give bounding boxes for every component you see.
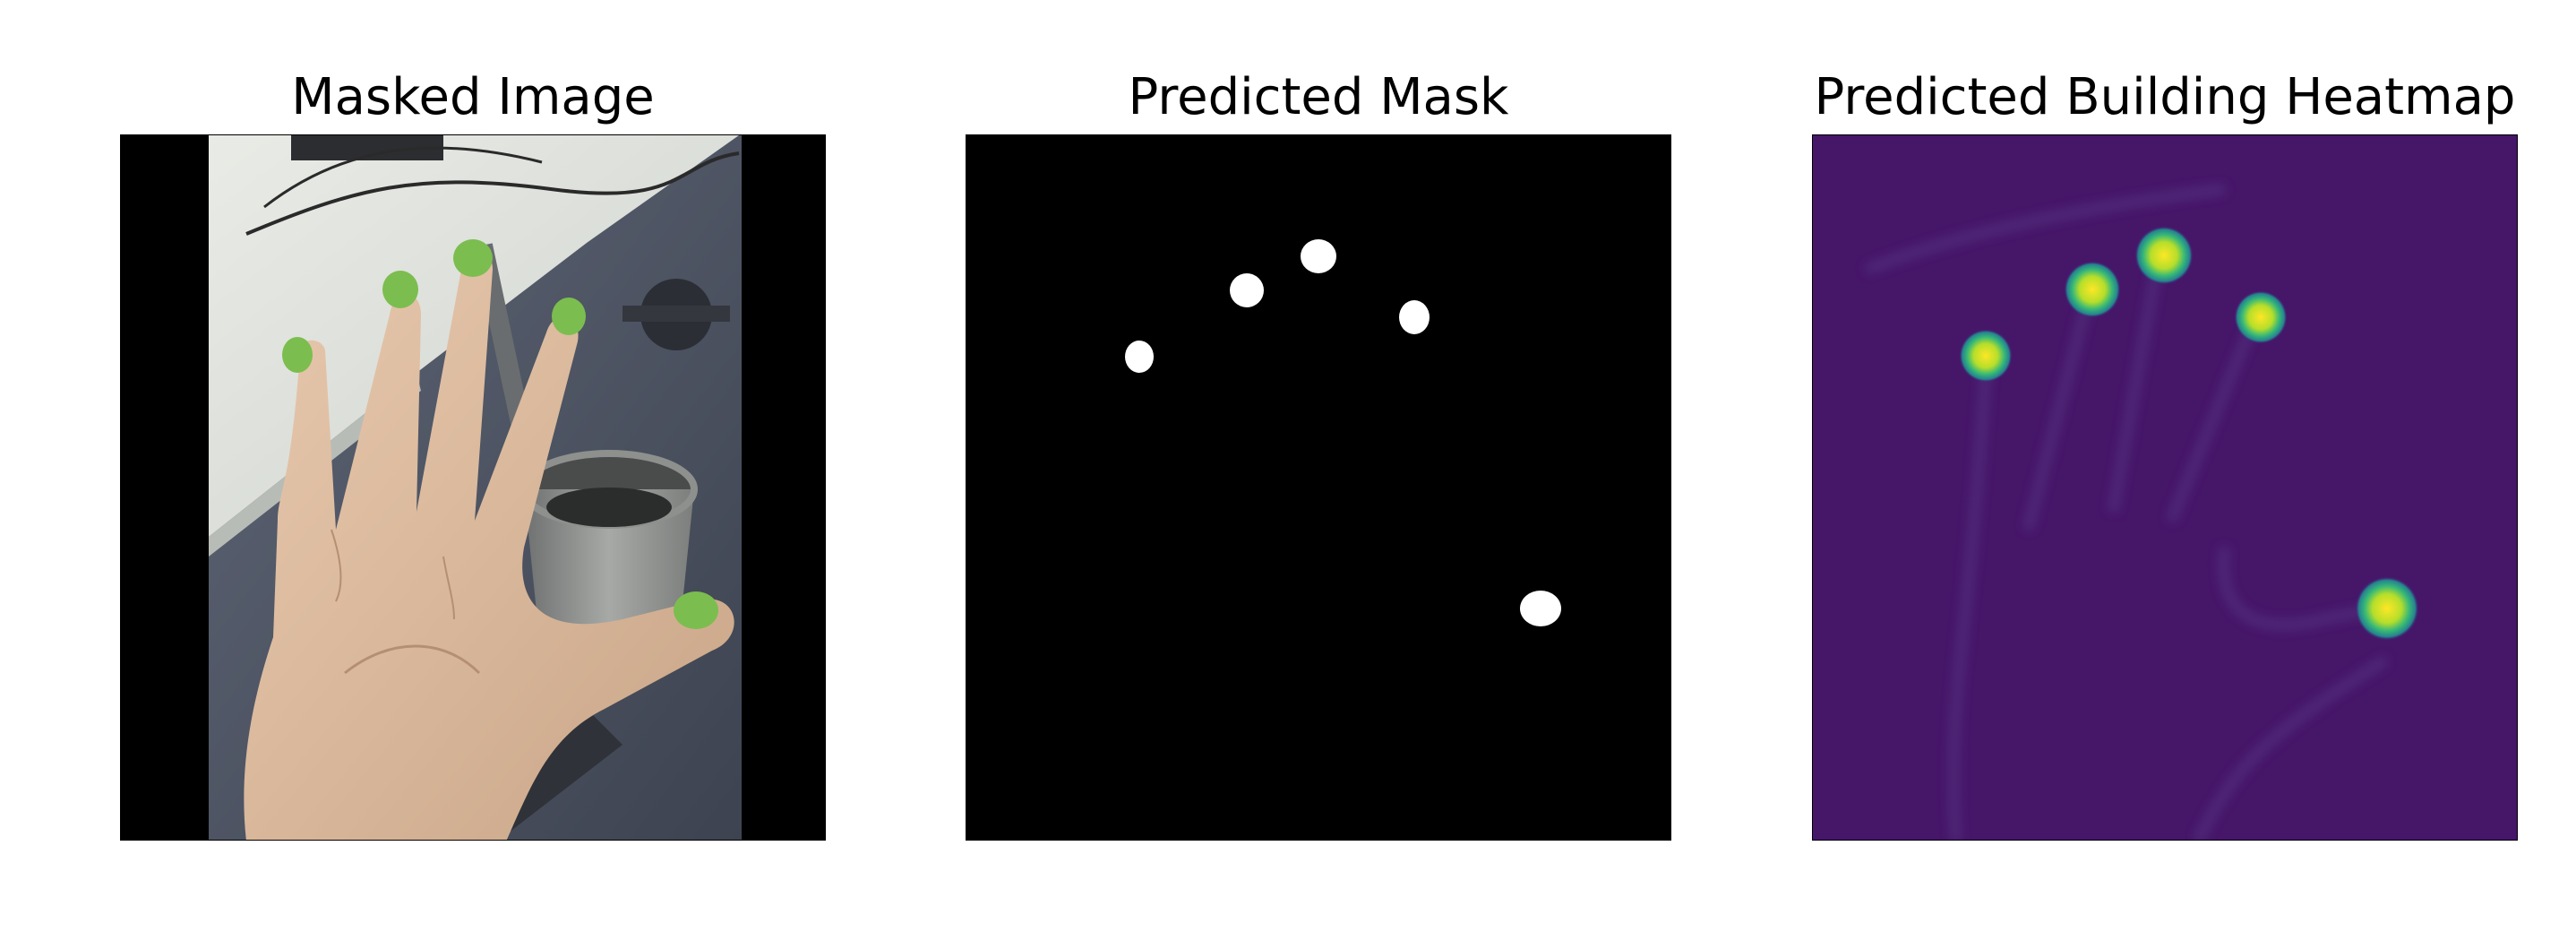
heatmap bbox=[1813, 135, 2517, 840]
hand bbox=[244, 249, 734, 840]
faint-outlines bbox=[1865, 185, 2391, 840]
desk-surface bbox=[209, 135, 739, 537]
masked-image-panel bbox=[120, 134, 826, 841]
binary-mask bbox=[966, 135, 1670, 840]
heat-spots bbox=[1959, 226, 2419, 641]
heatmap-title: Predicted Building Heatmap bbox=[1814, 68, 2516, 126]
mask-blobs bbox=[1125, 239, 1561, 626]
masked-image-title: Masked Image bbox=[291, 68, 655, 126]
photo-area bbox=[209, 135, 742, 840]
predicted-mask-title: Predicted Mask bbox=[1128, 68, 1509, 126]
masked-photo bbox=[209, 135, 742, 840]
heatmap-panel bbox=[1812, 134, 2518, 841]
predicted-mask-panel bbox=[966, 134, 1671, 841]
nail-masks bbox=[282, 239, 718, 629]
